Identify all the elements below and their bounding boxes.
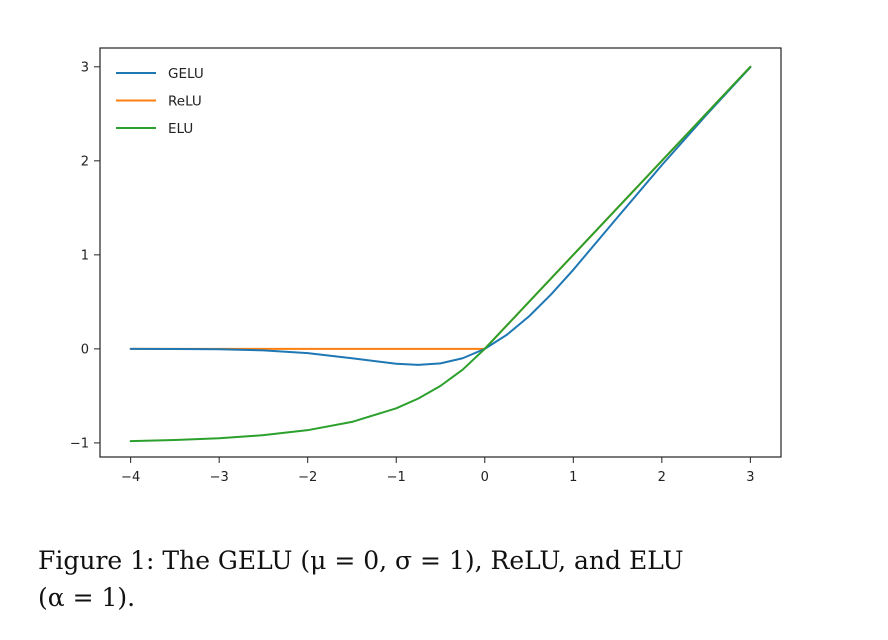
y-tick-label: 3 (81, 60, 89, 75)
caption-line-1: Figure 1: The GELU (μ = 0, σ = 1), ReLU,… (38, 546, 684, 575)
x-tick-label: 2 (658, 470, 666, 485)
figure: −4 −3 −2 −1 0 1 2 3 −1 0 1 2 3 GELU ReLU ELU (70, 47, 782, 485)
legend-label-relu: ReLU (168, 94, 202, 110)
y-tick-label: 1 (81, 248, 89, 263)
line-chart: −4 −3 −2 −1 0 1 2 3 −1 0 1 2 3 GELU ReLU ELU (70, 47, 782, 485)
legend-label-gelu: GELU (168, 66, 204, 82)
y-tick-label: −1 (70, 436, 89, 451)
x-axis: −4 −3 −2 −1 0 1 2 3 (121, 457, 754, 485)
x-tick-label: −4 (121, 470, 140, 485)
y-tick-label: 2 (81, 154, 89, 169)
legend: GELU ReLU ELU (116, 66, 204, 137)
plot-frame (99, 47, 782, 458)
x-tick-label: 1 (569, 470, 577, 485)
x-tick-label: −2 (298, 470, 317, 485)
x-tick-label: −3 (210, 470, 229, 485)
x-tick-label: 0 (481, 470, 489, 485)
y-axis: −1 0 1 2 3 (70, 60, 100, 451)
series-line-gelu (129, 66, 752, 366)
x-tick-label: −1 (387, 470, 406, 485)
caption-line-2: (α = 1). (38, 583, 136, 612)
curves-layer (129, 65, 752, 443)
series-line-elu (129, 65, 752, 443)
x-tick-label: 3 (746, 470, 754, 485)
figure-caption: Figure 1: The GELU (μ = 0, σ = 1), ReLU,… (38, 542, 838, 616)
legend-label-elu: ELU (168, 121, 193, 137)
y-tick-label: 0 (81, 342, 89, 357)
series-line-relu (129, 65, 752, 350)
